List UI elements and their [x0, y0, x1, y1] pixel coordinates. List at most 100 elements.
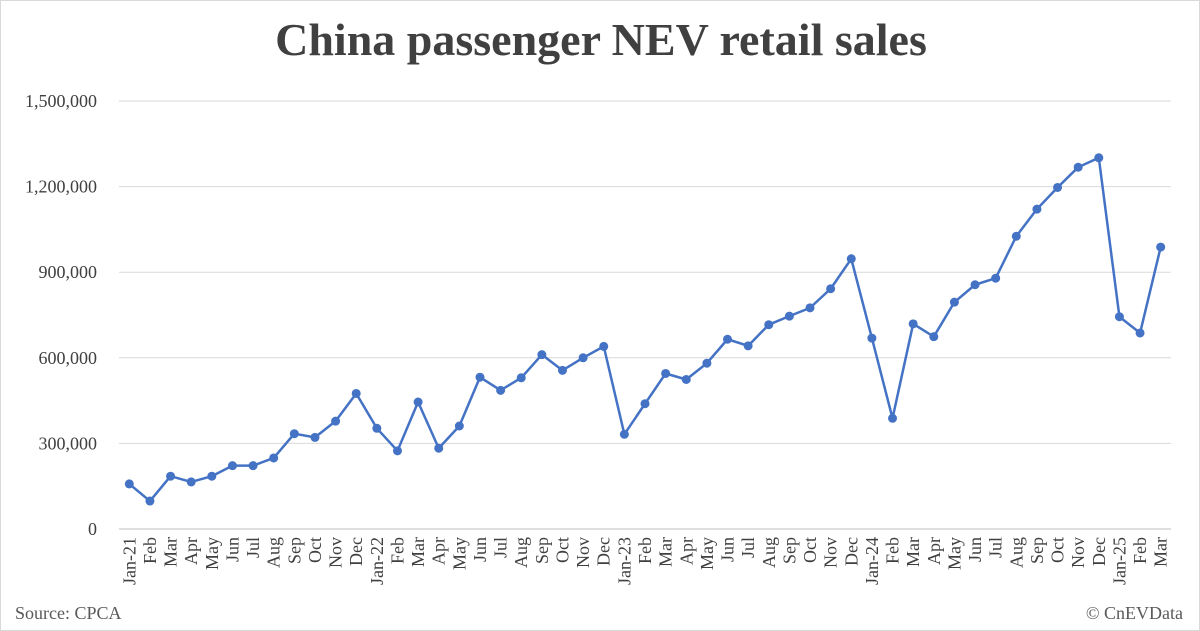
data-point [1114, 312, 1124, 322]
data-point [661, 368, 671, 378]
x-tick-label: Feb [140, 537, 160, 564]
x-tick-label: Dec [346, 537, 366, 566]
data-point [434, 443, 444, 453]
x-tick-label: Mar [161, 537, 181, 567]
x-tick-label: Jun [470, 537, 490, 562]
y-tick-label: 900,000 [39, 262, 98, 282]
x-tick-label: Mar [656, 537, 676, 567]
x-tick-label: Jun [718, 537, 738, 562]
source-note: Source: CPCA [15, 603, 122, 623]
data-point [599, 341, 609, 351]
x-tick-label: Jan-24 [862, 537, 882, 585]
x-tick-label: Nov [821, 537, 841, 568]
x-tick-label: Feb [883, 537, 903, 564]
gridlines [119, 100, 1171, 444]
x-tick-label: Aug [759, 537, 779, 568]
data-point [743, 341, 753, 351]
data-point [454, 421, 464, 431]
data-point [310, 432, 320, 442]
data-point [1094, 153, 1104, 163]
data-point [227, 461, 237, 471]
x-tick-label: Mar [408, 537, 428, 567]
y-tick-label: 1,200,000 [25, 177, 97, 197]
data-point [1156, 242, 1166, 252]
x-tick-label: Aug [511, 537, 531, 568]
data-point [764, 320, 774, 330]
x-tick-label: Aug [1006, 537, 1026, 568]
x-tick-label: Apr [676, 537, 696, 565]
x-tick-label: Jul [738, 537, 758, 558]
data-point [805, 303, 815, 313]
x-tick-label: May [449, 537, 469, 570]
x-tick-label: Jun [222, 537, 242, 562]
x-tick-label: Sep [1027, 537, 1047, 564]
x-tick-label: Oct [305, 537, 325, 563]
data-point [496, 385, 506, 395]
data-point [908, 319, 918, 329]
x-tick-labels: Jan-21 Feb Mar Apr May Jun Jul Aug Sep Oct Nov Dec J… [119, 537, 1170, 585]
x-tick-label: Dec [841, 537, 861, 566]
data-point [723, 334, 733, 344]
series-line [128, 156, 1162, 503]
x-tick-label: Oct [552, 537, 572, 563]
data-point [392, 446, 402, 456]
x-tick-label: Mar [903, 537, 923, 567]
data-point [619, 429, 629, 439]
x-tick-label: Jan-25 [1109, 537, 1129, 585]
y-tick-labels: 0 300,000 600,000 900,000 1,200,000 1,500,000 [25, 91, 97, 539]
data-point [1073, 162, 1083, 172]
chart-title: China passenger NEV retail sales [275, 14, 927, 65]
x-tick-label: Nov [573, 537, 593, 568]
x-tick-label: Nov [326, 537, 346, 568]
data-point [578, 353, 588, 363]
data-point [702, 358, 712, 368]
data-point [929, 332, 939, 342]
x-tick-label: Feb [387, 537, 407, 564]
x-tick-label: Apr [924, 537, 944, 565]
data-point [640, 399, 650, 409]
x-tick-label: Oct [1048, 537, 1068, 563]
data-point [681, 374, 691, 384]
data-point [331, 416, 341, 426]
data-point [351, 388, 361, 398]
data-point [289, 429, 299, 439]
data-point [269, 453, 279, 463]
x-tick-label: Feb [635, 537, 655, 564]
data-point [186, 477, 196, 487]
data-point [1032, 204, 1042, 214]
data-point [537, 350, 547, 360]
x-tick-label: Mar [1151, 537, 1171, 567]
data-point [867, 333, 877, 343]
x-tick-label: Jan-23 [614, 537, 634, 585]
data-point [1011, 231, 1021, 241]
data-point [124, 479, 134, 489]
credit-note: © CnEVData [1085, 603, 1183, 623]
data-point [475, 372, 485, 382]
x-tick-label: Jul [243, 537, 263, 558]
x-tick-label: Sep [284, 537, 304, 564]
data-point [557, 365, 567, 375]
data-point [207, 471, 217, 481]
x-tick-label: Dec [1089, 537, 1109, 566]
x-tick-label: Nov [1068, 537, 1088, 568]
x-tick-label: Aug [264, 537, 284, 568]
data-point [888, 413, 898, 423]
data-point [145, 496, 155, 506]
x-tick-label: Apr [429, 537, 449, 565]
x-tick-label: Jul [491, 537, 511, 558]
x-tick-label: Jul [986, 537, 1006, 558]
y-tick-label: 0 [88, 519, 97, 539]
x-tick-label: Feb [1130, 537, 1150, 564]
data-point [166, 471, 176, 481]
data-point [949, 297, 959, 307]
y-tick-label: 1,500,000 [25, 91, 97, 111]
x-tick-label: Apr [181, 537, 201, 565]
data-point [372, 423, 382, 433]
y-tick-label: 600,000 [39, 348, 98, 368]
x-tick-label: May [202, 537, 222, 570]
data-point [991, 273, 1001, 283]
x-tick-label: Jan-22 [367, 537, 387, 585]
data-point [248, 461, 258, 471]
series-layer [124, 153, 1166, 506]
